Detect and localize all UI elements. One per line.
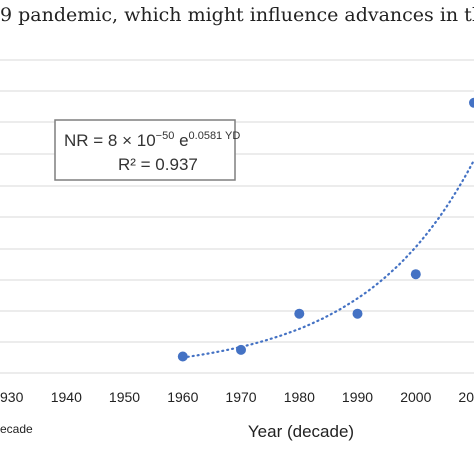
x-tick-label: 1950 — [109, 389, 140, 405]
trendline-group — [181, 159, 474, 359]
equation-box — [54, 119, 236, 181]
data-point — [294, 308, 305, 319]
data-point — [236, 344, 246, 355]
trendline — [181, 159, 474, 359]
x-tick-label: 2000 — [400, 389, 431, 405]
x-tick-label: 1940 — [51, 389, 82, 405]
x-tick-label: 1970 — [225, 389, 256, 405]
x-tick-label: 20 — [458, 389, 474, 405]
data-point — [469, 97, 474, 108]
data-points — [177, 97, 474, 362]
data-point — [352, 308, 363, 319]
grid-lines — [0, 59, 474, 374]
data-point — [177, 351, 188, 362]
caption-bottom-text — [0, 458, 474, 474]
x-tick-label: 1960 — [167, 389, 198, 405]
equation-text: NR = 8 × 10−50 e0.0581 YD — [64, 130, 240, 150]
r-squared-text: R² = 0.937 — [118, 155, 198, 174]
data-point — [410, 269, 421, 280]
x-tick-labels: 930 1940 1950 1960 1970 1980 1990 2000 20 — [0, 389, 474, 405]
x-axis-title: Year (decade) — [248, 422, 354, 441]
x-tick-label: 1980 — [284, 389, 315, 405]
caption-top-text: 9 pandemic, which might influence advanc… — [0, 4, 474, 26]
side-label: ecade — [0, 422, 33, 436]
x-tick-label: 930 — [0, 389, 24, 405]
x-tick-label: 1990 — [342, 389, 373, 405]
